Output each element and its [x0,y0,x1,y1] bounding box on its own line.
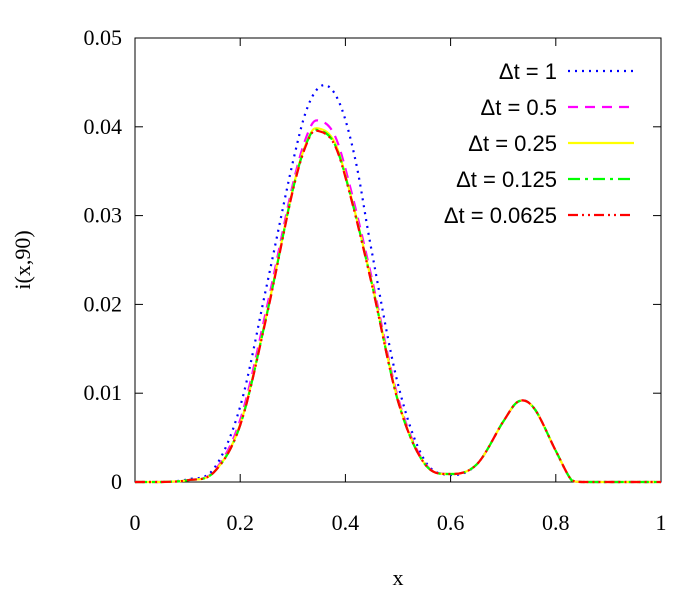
legend: Δt = 1 Δt = 0.5 Δt = 0.25 Δt = 0.125 Δt = 0.… [444,59,634,228]
x-axis-label: x [393,565,404,590]
x-tick-label: 0.2 [226,510,254,535]
y-tick-label: 0.04 [84,114,123,139]
legend-label: Δt = 0.125 [456,167,557,192]
series-line [135,128,661,484]
series-line [135,129,661,484]
axis-ticks: 0 0.2 0.4 0.6 0.8 1 0 0.01 0.02 0.03 0.04 0.05 [84,25,667,535]
y-tick-label: 0.01 [84,380,123,405]
x-tick-label: 1 [656,510,667,535]
x-tick-label: 0.4 [332,510,360,535]
series-line [135,119,661,484]
legend-label: Δt = 1 [499,59,557,84]
y-tick-label: 0 [111,469,122,494]
series-line [135,83,661,484]
legend-label: Δt = 0.0625 [444,203,557,228]
x-tick-label: 0 [130,510,141,535]
legend-label: Δt = 0.25 [468,131,557,156]
series-layer [135,83,661,484]
legend-label: Δt = 0.5 [481,95,557,120]
x-tick-label: 0.8 [542,510,570,535]
y-tick-label: 0.03 [84,203,123,228]
y-tick-label: 0.02 [84,291,123,316]
y-axis-label: i(x,90) [10,230,35,289]
plot-frame [134,37,662,483]
y-tick-label: 0.05 [84,25,123,50]
series-line [135,127,661,484]
x-tick-label: 0.6 [437,510,465,535]
